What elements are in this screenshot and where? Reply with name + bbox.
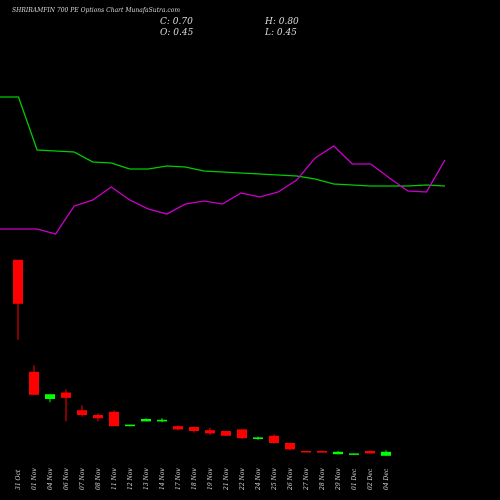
x-tick-label: 11 Nov — [111, 468, 118, 490]
x-tick-label: 25 Nov — [271, 468, 278, 491]
candle-body — [317, 451, 327, 453]
candle-body — [109, 411, 119, 427]
candle-body — [93, 415, 103, 419]
candle-body — [349, 453, 359, 455]
x-tick-label: 21 Nov — [223, 468, 230, 491]
x-tick-label: 01 Nov — [31, 468, 38, 490]
candle-body — [253, 437, 263, 439]
x-tick-label: 18 Nov — [191, 468, 198, 490]
x-tick-label: 13 Nov — [143, 468, 150, 490]
x-tick-label: 24 Nov — [255, 468, 262, 491]
x-tick-label: 17 Nov — [175, 468, 182, 490]
x-tick-label: 27 Nov — [303, 468, 310, 491]
low-info: L: 0.45 — [264, 28, 297, 38]
candle-body — [157, 419, 167, 422]
candle-body — [77, 410, 87, 415]
candle-body — [365, 451, 375, 454]
candle-body — [221, 431, 231, 436]
candle-body — [285, 443, 295, 450]
candle-body — [125, 424, 135, 427]
x-tick-label: 19 Nov — [207, 468, 214, 490]
indicator-line — [0, 96, 446, 187]
candle-body — [205, 430, 215, 434]
x-tick-label: 06 Nov — [63, 468, 70, 490]
x-tick-label: 04 Dec — [383, 468, 390, 490]
x-tick-label: 01 Dec — [351, 468, 358, 490]
candle-body — [301, 451, 311, 453]
candle-body — [237, 429, 247, 439]
candle-body — [29, 371, 39, 395]
candle-body — [141, 419, 151, 422]
candle-body — [381, 451, 391, 456]
candle-body — [189, 427, 199, 431]
candle-body — [333, 451, 343, 455]
x-tick-label: 31 Oct — [15, 469, 22, 490]
x-tick-label: 02 Dec — [367, 468, 374, 490]
x-tick-label: 12 Nov — [127, 468, 134, 490]
candle-body — [45, 394, 55, 399]
chart-title: SHRIRAMFIN 700 PE Options Chart MunafaSu… — [12, 7, 180, 14]
x-tick-label: 22 Nov — [239, 468, 246, 491]
x-tick-label: 07 Nov — [79, 468, 86, 490]
x-tick-label: 08 Nov — [95, 468, 102, 490]
x-tick-label: 26 Nov — [287, 468, 294, 491]
indicator-line — [0, 145, 446, 235]
high-info: H: 0.80 — [264, 17, 299, 27]
candle-body — [173, 426, 183, 430]
x-tick-label: 14 Nov — [159, 468, 166, 490]
open-info: O: 0.45 — [160, 28, 194, 38]
candle-body — [61, 392, 71, 398]
candle-body — [13, 259, 23, 304]
close-info: C: 0.70 — [160, 17, 193, 27]
candle-body — [269, 435, 279, 443]
x-tick-label: 04 Nov — [47, 468, 54, 490]
x-tick-label: 29 Nov — [335, 468, 342, 491]
x-tick-label: 28 Nov — [319, 468, 326, 491]
